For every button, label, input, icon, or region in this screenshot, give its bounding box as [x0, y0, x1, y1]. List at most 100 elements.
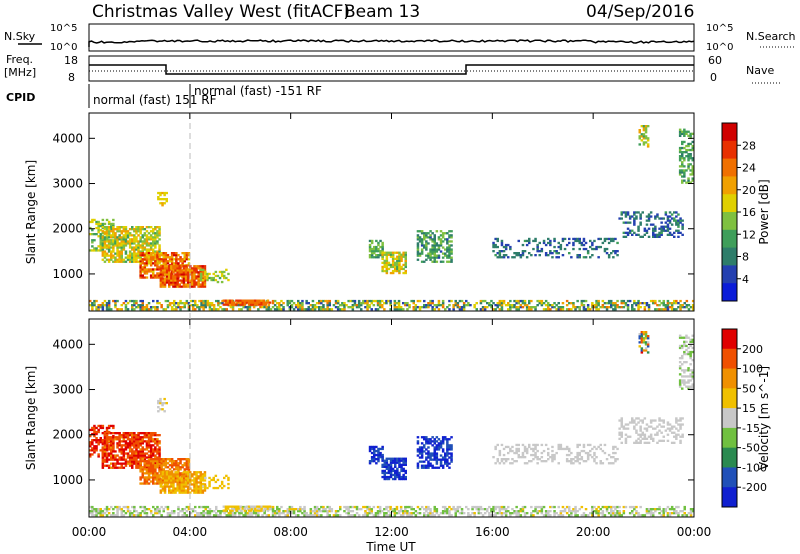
heatmap-cell — [517, 512, 520, 515]
heatmap-cell — [228, 299, 232, 302]
heatmap-cell — [187, 468, 191, 471]
heatmap-cell — [660, 217, 663, 220]
heatmap-cell — [122, 244, 126, 247]
heatmap-cell — [212, 276, 215, 280]
heatmap-cell — [194, 304, 197, 307]
heatmap-cell — [616, 306, 619, 309]
heatmap-cell — [105, 228, 109, 231]
heatmap-cell — [681, 146, 684, 150]
heatmap-cell — [240, 308, 243, 311]
heatmap-cell — [156, 510, 159, 513]
heatmap-cell — [219, 302, 222, 305]
heatmap-cell — [101, 308, 105, 311]
heatmap-cell — [624, 441, 628, 444]
heatmap-cell — [389, 263, 393, 267]
heatmap-cell — [105, 436, 109, 439]
heatmap-cell — [618, 433, 621, 436]
heatmap-cell — [191, 275, 194, 278]
heatmap-cell — [141, 240, 144, 243]
heatmap-cell — [133, 444, 136, 447]
heatmap-cell — [326, 514, 329, 517]
heatmap-cell — [112, 228, 115, 231]
heatmap-cell — [116, 299, 119, 303]
heatmap-cell — [214, 474, 218, 477]
heatmap-cell — [448, 448, 451, 451]
heatmap-cell — [154, 226, 157, 229]
heatmap-cell — [679, 219, 682, 222]
heatmap-cell — [101, 512, 105, 515]
heatmap-cell — [387, 510, 390, 513]
heatmap-cell — [593, 458, 596, 461]
heatmap-cell — [297, 304, 300, 307]
heatmap-cell — [214, 278, 218, 282]
heatmap-cell — [175, 258, 178, 261]
heatmap-cell — [398, 261, 401, 264]
heatmap-cell — [603, 505, 607, 509]
heatmap-cell — [99, 245, 102, 248]
heatmap-cell — [101, 244, 105, 247]
heatmap-cell — [517, 239, 520, 243]
heatmap-cell — [394, 459, 397, 462]
heatmap-cell — [149, 226, 153, 229]
heatmap-cell — [372, 505, 376, 509]
heatmap-cell — [105, 508, 109, 511]
heatmap-cell — [452, 308, 455, 311]
heatmap-cell — [172, 281, 175, 284]
heatmap-cell — [290, 304, 294, 307]
heatmap-cell — [145, 448, 149, 451]
heatmap-cell — [437, 444, 441, 447]
heatmap-cell — [141, 306, 144, 309]
heatmap-cell — [444, 438, 447, 441]
heatmap-cell — [612, 237, 615, 241]
heatmap-cell — [120, 462, 123, 465]
heatmap-cell — [152, 434, 155, 437]
heatmap-cell — [368, 254, 372, 257]
heatmap-cell — [158, 230, 161, 233]
heatmap-cell — [228, 509, 232, 512]
heatmap-cell — [534, 308, 537, 311]
heatmap-cell — [416, 462, 420, 465]
heatmap-cell — [101, 218, 105, 222]
heatmap-cell — [689, 148, 692, 152]
heatmap-cell — [416, 448, 420, 451]
heatmap-cell — [418, 450, 422, 453]
heatmap-cell — [439, 240, 443, 243]
heatmap-cell — [156, 268, 159, 271]
heatmap-cell — [486, 306, 489, 309]
heatmap-cell — [633, 217, 636, 220]
heatmap-cell — [620, 423, 623, 426]
heatmap-cell — [135, 464, 138, 467]
heatmap-cell — [642, 127, 646, 130]
heatmap-cell — [416, 238, 420, 241]
heatmap-cell — [133, 432, 136, 435]
heatmap-cell — [93, 508, 96, 511]
heatmap-cell — [147, 508, 151, 511]
heatmap-cell — [673, 512, 676, 515]
heatmap-cell — [433, 510, 436, 513]
heatmap-cell — [105, 218, 109, 222]
heatmap-cell — [110, 446, 113, 449]
heatmap-cell — [433, 256, 436, 259]
heatmap-cell — [647, 508, 651, 511]
heatmap-cell — [185, 252, 189, 255]
heatmap-cell — [521, 510, 525, 513]
heatmap-cell — [249, 303, 253, 306]
heatmap-cell — [427, 256, 430, 259]
heatmap-cell — [511, 508, 514, 511]
heatmap-cell — [394, 263, 397, 267]
heatmap-cell — [435, 446, 439, 449]
heatmap-cell — [373, 245, 376, 249]
heatmap-cell — [398, 255, 401, 258]
heatmap-cell — [353, 299, 357, 303]
heatmap-cell — [147, 468, 151, 471]
heatmap-cell — [282, 302, 285, 305]
heatmap-cell — [584, 308, 588, 311]
heatmap-cell — [515, 512, 518, 515]
heatmap-cell — [165, 479, 169, 482]
heatmap-cell — [572, 508, 575, 511]
heatmap-cell — [620, 433, 623, 436]
heatmap-cell — [139, 264, 142, 267]
heatmap-cell — [580, 243, 584, 247]
heatmap-cell — [385, 271, 389, 275]
heatmap-cell — [504, 460, 508, 463]
